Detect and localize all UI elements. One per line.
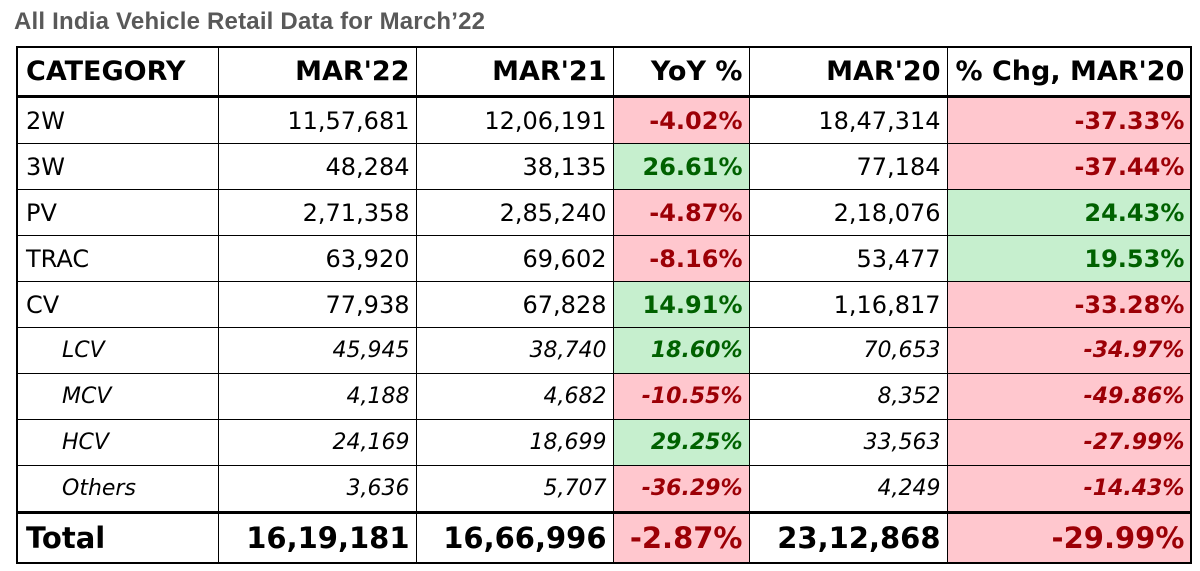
category-cell: Others xyxy=(16,465,219,513)
header-category: CATEGORY xyxy=(16,46,219,98)
table-row: PV 2,71,358 2,85,240 -4.87% 2,18,076 24.… xyxy=(16,189,1192,236)
header-mar22: MAR'22 xyxy=(217,46,417,98)
total-mar21: 16,66,996 xyxy=(415,511,614,564)
mar21-cell: 4,682 xyxy=(415,373,614,420)
total-label: Total xyxy=(16,511,219,564)
mar20-cell: 1,16,817 xyxy=(748,281,948,328)
chg20-cell: -27.99% xyxy=(946,419,1192,466)
mar22-cell: 3,636 xyxy=(217,465,417,513)
chg20-cell: -14.43% xyxy=(946,465,1192,513)
yoy-cell: 18.60% xyxy=(612,327,750,374)
total-row: Total 16,19,181 16,66,996 -2.87% 23,12,8… xyxy=(16,511,1192,564)
total-mar22: 16,19,181 xyxy=(217,511,417,564)
mar21-cell: 69,602 xyxy=(415,235,614,282)
category-cell: 2W xyxy=(16,96,219,144)
mar20-cell: 33,563 xyxy=(748,419,948,466)
mar20-cell: 4,249 xyxy=(748,465,948,513)
yoy-cell: 29.25% xyxy=(612,419,750,466)
category-cell: 3W xyxy=(16,143,219,190)
category-cell: MCV xyxy=(16,373,219,420)
mar21-cell: 38,135 xyxy=(415,143,614,190)
mar21-cell: 18,699 xyxy=(415,419,614,466)
table-row: MCV 4,188 4,682 -10.55% 8,352 -49.86% xyxy=(16,373,1192,420)
category-cell: TRAC xyxy=(16,235,219,282)
mar22-cell: 63,920 xyxy=(217,235,417,282)
table-row: TRAC 63,920 69,602 -8.16% 53,477 19.53% xyxy=(16,235,1192,282)
mar22-cell: 48,284 xyxy=(217,143,417,190)
header-yoy: YoY % xyxy=(612,46,750,98)
yoy-cell: 14.91% xyxy=(612,281,750,328)
chg20-cell: -49.86% xyxy=(946,373,1192,420)
mar22-cell: 77,938 xyxy=(217,281,417,328)
header-chg-mar20: % Chg, MAR'20 xyxy=(946,46,1192,98)
table-row: 3W 48,284 38,135 26.61% 77,184 -37.44% xyxy=(16,143,1192,190)
table-header-row: CATEGORY MAR'22 MAR'21 YoY % MAR'20 % Ch… xyxy=(16,46,1192,98)
chg20-cell: -33.28% xyxy=(946,281,1192,328)
yoy-cell: -4.02% xyxy=(612,96,750,144)
chg20-cell: -34.97% xyxy=(946,327,1192,374)
table-row: 2W 11,57,681 12,06,191 -4.02% 18,47,314 … xyxy=(16,96,1192,144)
yoy-cell: -4.87% xyxy=(612,189,750,236)
table-row: LCV 45,945 38,740 18.60% 70,653 -34.97% xyxy=(16,327,1192,374)
mar21-cell: 67,828 xyxy=(415,281,614,328)
mar22-cell: 45,945 xyxy=(217,327,417,374)
yoy-cell: 26.61% xyxy=(612,143,750,190)
mar20-cell: 53,477 xyxy=(748,235,948,282)
header-mar20: MAR'20 xyxy=(748,46,948,98)
mar20-cell: 18,47,314 xyxy=(748,96,948,144)
mar20-cell: 77,184 xyxy=(748,143,948,190)
mar21-cell: 5,707 xyxy=(415,465,614,513)
mar21-cell: 12,06,191 xyxy=(415,96,614,144)
chg20-cell: 19.53% xyxy=(946,235,1192,282)
yoy-cell: -8.16% xyxy=(612,235,750,282)
category-cell: PV xyxy=(16,189,219,236)
header-mar21: MAR'21 xyxy=(415,46,614,98)
chg20-cell: 24.43% xyxy=(946,189,1192,236)
category-cell: CV xyxy=(16,281,219,328)
chg20-cell: -37.44% xyxy=(946,143,1192,190)
mar20-cell: 70,653 xyxy=(748,327,948,374)
category-cell: LCV xyxy=(16,327,219,374)
table-row: Others 3,636 5,707 -36.29% 4,249 -14.43% xyxy=(16,465,1192,513)
total-chg20: -29.99% xyxy=(946,511,1192,564)
mar22-cell: 4,188 xyxy=(217,373,417,420)
category-cell: HCV xyxy=(16,419,219,466)
mar22-cell: 2,71,358 xyxy=(217,189,417,236)
retail-data-table: CATEGORY MAR'22 MAR'21 YoY % MAR'20 % Ch… xyxy=(16,46,1193,564)
total-mar20: 23,12,868 xyxy=(748,511,948,564)
yoy-cell: -10.55% xyxy=(612,373,750,420)
mar22-cell: 11,57,681 xyxy=(217,96,417,144)
mar21-cell: 2,85,240 xyxy=(415,189,614,236)
table-row: CV 77,938 67,828 14.91% 1,16,817 -33.28% xyxy=(16,281,1192,328)
mar20-cell: 2,18,076 xyxy=(748,189,948,236)
mar20-cell: 8,352 xyxy=(748,373,948,420)
table-row: HCV 24,169 18,699 29.25% 33,563 -27.99% xyxy=(16,419,1192,466)
mar21-cell: 38,740 xyxy=(415,327,614,374)
chg20-cell: -37.33% xyxy=(946,96,1192,144)
mar22-cell: 24,169 xyxy=(217,419,417,466)
yoy-cell: -36.29% xyxy=(612,465,750,513)
page-title: All India Vehicle Retail Data for March’… xyxy=(14,8,486,35)
total-yoy: -2.87% xyxy=(612,511,750,564)
